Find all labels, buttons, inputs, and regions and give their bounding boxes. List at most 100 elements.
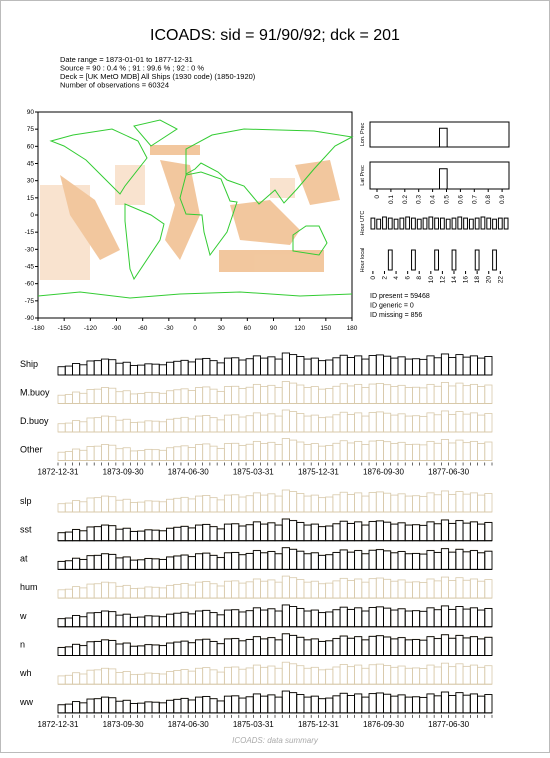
prec-tick-label: 0.4: [430, 195, 437, 204]
panel-label: hum: [20, 582, 38, 592]
info-line: Date range = 1873-01-01 to 1877-12-31: [60, 55, 193, 64]
panel-label: wh: [19, 668, 32, 678]
y-tick-label: -75: [25, 298, 35, 305]
prec-tick-label: 0.6: [457, 195, 464, 204]
continent: [179, 171, 238, 257]
y-tick-label: 30: [27, 178, 35, 185]
y-tick-label: -45: [25, 264, 35, 271]
hour-bar: [492, 249, 497, 271]
hour-tick-label: 6: [405, 276, 412, 280]
y-tick-label: -90: [25, 315, 35, 322]
date-tick-label: 1873-09-30: [103, 720, 144, 729]
y-tick-label: 75: [27, 126, 35, 133]
hour-bar: [497, 217, 503, 230]
prec-tick-label: 0.3: [416, 195, 423, 204]
x-tick-label: 60: [244, 325, 252, 332]
date-tick-label: 1876-09-30: [363, 720, 404, 729]
date-tick-label: 1875-03-31: [233, 720, 274, 729]
x-tick-label: 150: [320, 325, 331, 332]
hour-tick-label: 2: [381, 276, 388, 280]
panel-label: M.buoy: [20, 388, 50, 398]
x-tick-label: 0: [193, 325, 197, 332]
hour-bar: [405, 216, 411, 230]
hour-tick-label: 20: [486, 276, 493, 284]
hour-tick-label: 14: [451, 276, 458, 284]
x-tick-label: -180: [31, 325, 44, 332]
date-tick-label: 1873-09-30: [103, 468, 144, 477]
continent: [292, 225, 328, 256]
y-tick-label: -30: [25, 246, 35, 253]
hour-bar: [457, 216, 463, 230]
date-tick-label: 1877-06-30: [428, 720, 469, 729]
hour-tick-label: 4: [393, 276, 400, 280]
hour-bar: [411, 249, 416, 271]
y-tick-label: 15: [27, 195, 35, 202]
panel-label: Hour UTC: [360, 211, 366, 236]
panel-label: Lat Prec: [360, 165, 366, 186]
prec-bar: [439, 168, 448, 190]
panel-label: Other: [20, 445, 43, 455]
hour-tick-label: 12: [439, 276, 446, 284]
prec-tick-label: 0.1: [388, 195, 395, 204]
hour-bar: [376, 218, 382, 230]
x-tick-label: 30: [218, 325, 226, 332]
date-tick-label: 1876-09-30: [363, 468, 404, 477]
hour-tick-label: 22: [497, 276, 504, 284]
hour-bar: [474, 217, 480, 230]
prec-tick-label: 0.5: [444, 195, 451, 204]
x-tick-label: 120: [294, 325, 305, 332]
hour-bar: [434, 249, 440, 271]
hour-tick-label: 10: [428, 276, 435, 284]
hour-bar: [486, 217, 492, 230]
continent: [49, 128, 148, 195]
date-tick-label: 1874-06-30: [168, 468, 209, 477]
date-tick-label: 1877-06-30: [428, 468, 469, 477]
panel-label: Ship: [20, 359, 38, 369]
panel-label: ww: [19, 697, 33, 707]
date-tick-label: 1875-12-31: [298, 720, 339, 729]
y-tick-label: 60: [27, 143, 35, 150]
hour-bar: [480, 216, 486, 230]
x-tick-label: -90: [112, 325, 122, 332]
info-line: Number of observations = 60324: [60, 81, 169, 90]
panel-label: Lon. Prec: [360, 122, 366, 146]
date-tick-label: 1872-12-31: [38, 720, 79, 729]
hour-tick-label: 0: [370, 276, 377, 280]
y-tick-label: 90: [27, 109, 35, 116]
hour-bar: [451, 249, 457, 271]
hour-bar: [492, 218, 497, 230]
panel-label: w: [19, 611, 27, 621]
hour-bar: [382, 216, 387, 230]
title: ICOADS: sid = 91/90/92; dck = 201: [150, 27, 400, 44]
y-tick-label: -15: [25, 229, 35, 236]
x-tick-label: -150: [58, 325, 71, 332]
hour-bar: [445, 218, 451, 230]
hour-bar: [393, 218, 399, 230]
panel-label: D.buoy: [20, 416, 49, 426]
id-stat: ID present = 59468: [370, 293, 430, 300]
info-line: Deck = [UK MetO MDB] All Ships (1930 cod…: [60, 72, 256, 81]
continent: [133, 119, 178, 147]
hour-bar: [463, 217, 468, 230]
continent: [37, 291, 353, 299]
prec-tick-label: 0: [374, 195, 381, 199]
hour-bar: [416, 218, 422, 230]
x-tick-label: 180: [347, 325, 358, 332]
hour-bar: [440, 217, 445, 230]
hour-bar: [468, 218, 474, 230]
id-stat: ID generic = 0: [370, 303, 414, 310]
x-tick-label: -120: [84, 325, 97, 332]
hour-bar: [422, 217, 428, 230]
prec-bar: [439, 127, 448, 148]
hour-bar: [428, 216, 434, 230]
id-stat: ID missing = 856: [370, 312, 422, 319]
hour-bar: [370, 217, 376, 230]
hour-tick-label: 8: [416, 276, 423, 280]
track-density: [40, 145, 340, 280]
hour-bar: [434, 217, 440, 230]
y-tick-label: 45: [27, 161, 35, 168]
hour-tick-label: 16: [463, 276, 470, 284]
footer: ICOADS: data summary: [232, 736, 319, 745]
